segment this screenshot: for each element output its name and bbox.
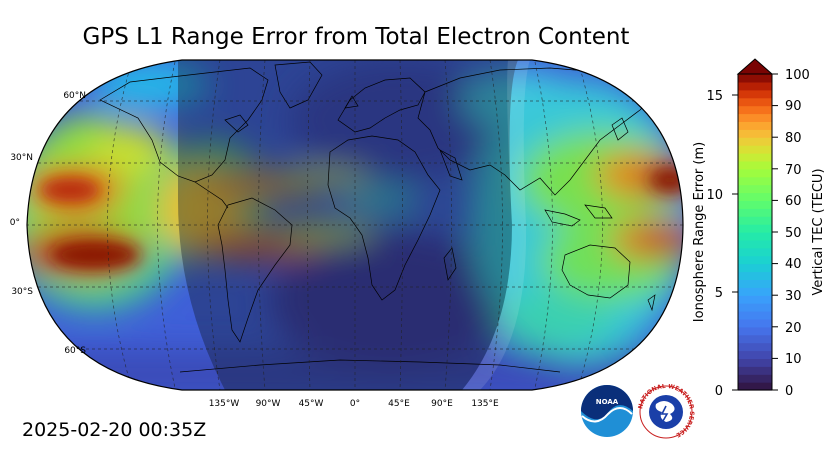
tec-tick-40: 40 xyxy=(785,257,802,272)
tec-tick-90: 90 xyxy=(785,99,802,114)
colorbar-segment xyxy=(738,160,772,170)
tec-axis-label: Vertical TEC (TECU) xyxy=(811,168,826,295)
colorbar-segment xyxy=(738,334,772,344)
lon-label-135w: 135°W xyxy=(209,399,240,409)
tec-tick-100: 100 xyxy=(785,68,810,83)
nws-logo: NATIONAL WEATHER SERVICE xyxy=(637,384,695,439)
colorbar-segments xyxy=(738,74,772,391)
colorbar-segment xyxy=(738,200,772,209)
colorbar-segment xyxy=(738,105,772,115)
colorbar-segment xyxy=(738,374,772,383)
colorbar-segment xyxy=(738,295,772,304)
range-tick-0: 0 xyxy=(715,384,723,399)
colorbar-segment xyxy=(738,97,772,107)
colorbar-segment xyxy=(738,129,772,138)
tec-tick-30: 30 xyxy=(785,289,802,304)
chart-title: GPS L1 Range Error from Total Electron C… xyxy=(82,24,630,50)
colorbar-segment xyxy=(738,192,772,201)
colorbar-segment xyxy=(738,350,772,359)
terminator-band xyxy=(462,60,530,390)
lon-label-90w: 90°W xyxy=(256,399,281,409)
colorbar-segment xyxy=(738,224,772,233)
tec-tick-10: 10 xyxy=(785,352,802,367)
lat-label-eq: 0° xyxy=(10,218,20,228)
globe-area xyxy=(27,60,683,390)
noaa-logo-text: NOAA xyxy=(596,398,619,406)
colorbar-segment xyxy=(738,358,772,367)
timestamp: 2025-02-20 00:35Z xyxy=(22,419,207,441)
lat-label-30s: 30°S xyxy=(11,287,33,297)
colorbar-segment xyxy=(738,74,772,83)
colorbar-segment xyxy=(738,239,772,249)
lon-label-45w: 45°W xyxy=(299,399,324,409)
colorbar-segment xyxy=(738,263,772,273)
colorbar-segment xyxy=(738,303,772,312)
colorbar-segment xyxy=(738,342,772,352)
colorbar-segment xyxy=(738,255,772,265)
tec-tick-0: 0 xyxy=(785,384,793,399)
tec-field xyxy=(27,60,683,390)
tec-tick-70: 70 xyxy=(785,163,802,178)
colorbar-segment xyxy=(738,216,772,225)
colorbar-segment xyxy=(738,184,772,194)
colorbar-segment xyxy=(738,121,772,130)
night-shading xyxy=(178,60,518,390)
colorbar-segment xyxy=(738,137,772,146)
agency-logos: NOAA NATIONAL WEATHER SERVICE xyxy=(581,384,695,439)
colorbar-segment xyxy=(738,176,772,186)
colorbar-segment xyxy=(738,247,772,257)
lon-label-90e: 90°E xyxy=(431,399,453,409)
range-tick-10: 10 xyxy=(706,188,723,203)
tec-tick-80: 80 xyxy=(785,131,802,146)
tec-tick-60: 60 xyxy=(785,194,802,209)
lat-label-30n: 30°N xyxy=(10,153,33,163)
globe-outline xyxy=(26,59,684,391)
colorbar-segment xyxy=(738,271,772,280)
colorbar-segment xyxy=(738,81,772,91)
lon-label-45e: 45°E xyxy=(388,399,410,409)
colorbar-segment xyxy=(738,311,772,320)
lat-label-60s: 60°S xyxy=(64,346,86,356)
colorbar-segment xyxy=(738,208,772,217)
lon-label-0: 0° xyxy=(350,399,360,409)
colorbar-segment xyxy=(738,168,772,178)
colorbar-segment xyxy=(738,382,772,391)
colorbar-segment xyxy=(738,318,772,328)
colorbar-extend-arrow xyxy=(736,58,774,75)
tec-tick-20: 20 xyxy=(785,321,802,336)
colorbar-segment xyxy=(738,89,772,99)
lon-label-135e: 135°E xyxy=(471,399,499,409)
colorbar-segment xyxy=(738,153,772,162)
tec-tick-50: 50 xyxy=(785,226,802,241)
range-axis-label: Ionosphere Range Error (m) xyxy=(692,142,707,322)
range-tick-15: 15 xyxy=(706,89,723,104)
noaa-logo: NOAA xyxy=(581,385,633,437)
colorbar-segment xyxy=(738,287,772,296)
colorbar-segment xyxy=(738,145,772,154)
colorbar-segment xyxy=(738,366,772,375)
colorbar-segment xyxy=(738,279,772,288)
range-tick-5: 5 xyxy=(715,286,723,301)
graticule xyxy=(27,60,683,390)
colorbar-segment xyxy=(738,326,772,336)
lat-label-60n: 60°N xyxy=(63,91,86,101)
colorbar-segment xyxy=(738,232,772,241)
colorbar-segment xyxy=(738,113,772,122)
